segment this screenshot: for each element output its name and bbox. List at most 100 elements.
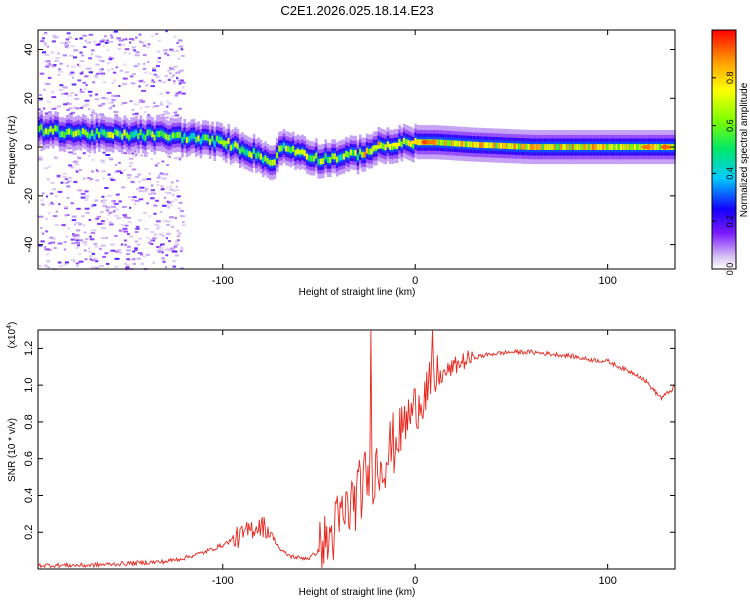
heatmap-cell [50, 241, 56, 244]
heatmap-cell [68, 151, 74, 154]
heatmap-cell [53, 107, 57, 110]
heatmap-cell [46, 260, 50, 263]
heatmap-cell [278, 145, 281, 152]
heatmap-cell [64, 92, 68, 95]
heatmap-cell [99, 113, 104, 116]
heatmap-cell [176, 132, 180, 138]
heatmap-cell [146, 202, 149, 205]
heatmap-cell [128, 196, 133, 199]
heatmap-cell [75, 169, 78, 172]
heatmap-cell [54, 60, 59, 62]
heatmap-cell [458, 140, 461, 147]
heatmap-cell [137, 237, 142, 240]
heatmap-cell [248, 151, 251, 157]
heatmap-cell [171, 115, 175, 118]
heatmap-cell [175, 92, 180, 95]
y-tick-label: 0.4 [23, 488, 35, 503]
heatmap-cell [118, 131, 122, 138]
heatmap-cell [165, 254, 169, 257]
heatmap-cell [73, 160, 78, 163]
heatmap-cell [156, 114, 161, 117]
heatmap-cell [168, 72, 172, 75]
heatmap-cell [89, 114, 94, 117]
heatmap-cell [169, 117, 173, 120]
heatmap-cell [553, 144, 556, 150]
heatmap-cell [587, 144, 591, 150]
heatmap-cell [354, 149, 357, 156]
heatmap-cell [42, 232, 45, 235]
heatmap-cell [83, 46, 87, 48]
heatmap-cell [128, 258, 132, 261]
heatmap-cell [75, 221, 81, 224]
heatmap-cell [123, 63, 127, 66]
heatmap-cell [444, 139, 447, 146]
heatmap-cell [176, 229, 180, 232]
heatmap-cell [342, 153, 346, 160]
heatmap-cell [63, 132, 66, 138]
heatmap-cell [185, 137, 189, 144]
heatmap-cell [132, 196, 137, 199]
heatmap-cell [133, 65, 138, 68]
heatmap-cell [492, 142, 496, 149]
heatmap-cell [67, 227, 71, 230]
heatmap-cell [308, 154, 311, 161]
heatmap-cell [131, 168, 137, 171]
heatmap-cell [72, 260, 76, 263]
heatmap-cell [104, 252, 109, 255]
heatmap-cell [47, 266, 50, 269]
heatmap-cell [56, 174, 61, 177]
heatmap-cell [67, 94, 73, 97]
heatmap-cell [606, 144, 609, 150]
heatmap-cell [87, 247, 91, 250]
heatmap-cell [172, 65, 178, 68]
heatmap-cell [204, 134, 207, 141]
heatmap-cell [93, 257, 97, 260]
heatmap-cell [610, 144, 614, 150]
heatmap-cell [312, 155, 316, 162]
heatmap-cell [109, 158, 114, 161]
heatmap-cell [329, 157, 332, 163]
heatmap-cell [138, 219, 142, 222]
heatmap-cell [638, 144, 641, 150]
heatmap-cell [130, 131, 133, 138]
heatmap-cell [179, 79, 184, 82]
heatmap-cell [176, 71, 181, 74]
heatmap-cell [108, 221, 113, 224]
colorbar-gradient [712, 30, 736, 269]
heatmap-cell [550, 144, 554, 150]
heatmap-cell [180, 48, 184, 51]
heatmap-cell [170, 68, 176, 71]
heatmap-cell [63, 241, 67, 244]
heatmap-cell [43, 60, 47, 63]
heatmap-cell [45, 230, 49, 233]
heatmap-cell [511, 143, 514, 150]
heatmap-cell [78, 252, 82, 255]
heatmap-cell [77, 234, 80, 237]
heatmap-cell [147, 61, 150, 63]
heatmap-cell [143, 54, 147, 57]
heatmap-cell [167, 206, 170, 209]
heatmap-cell [148, 193, 152, 196]
heatmap-cell [273, 159, 277, 166]
heatmap-cell [356, 154, 360, 161]
heatmap-cell [509, 143, 512, 150]
heatmap-cell [146, 105, 150, 108]
heatmap-cell [52, 237, 57, 240]
heatmap-cell [173, 157, 178, 160]
heatmap-cell [136, 187, 140, 190]
heatmap-cell [66, 38, 70, 41]
heatmap-cell [40, 124, 43, 131]
heatmap-cell [139, 129, 143, 136]
heatmap-cell [660, 145, 671, 150]
y-tick-label: 0.2 [23, 525, 35, 540]
spectrogram-panel: -100 0 100 -40 -20 0 20 40 Height of straight … [7, 29, 676, 298]
heatmap-cell [111, 82, 114, 84]
heatmap-cell [155, 199, 159, 202]
heatmap-cell [331, 153, 334, 160]
heatmap-cell [117, 248, 122, 251]
heatmap-cell [129, 41, 132, 44]
heatmap-cell [53, 247, 57, 250]
heatmap-cell [571, 144, 575, 150]
heatmap-cell [504, 143, 508, 149]
heatmap-cell [45, 83, 51, 86]
